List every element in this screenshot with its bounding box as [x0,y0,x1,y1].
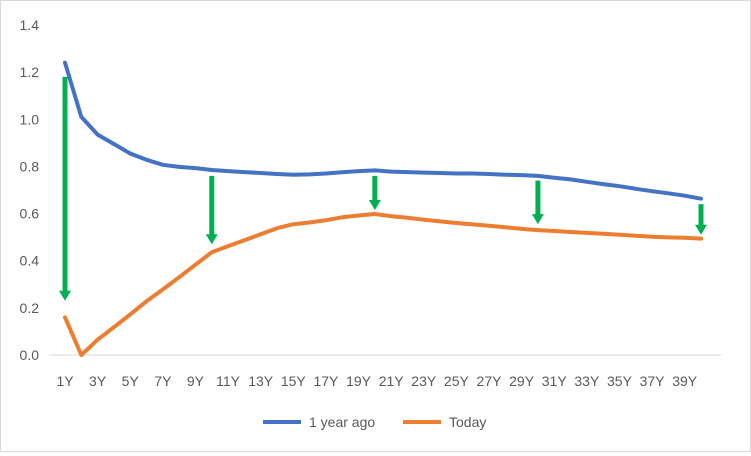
down-arrow [59,76,71,301]
x-tick-label: 9Y [187,373,205,389]
x-tick-label: 37Y [640,373,666,389]
legend-label: 1 year ago [309,414,375,430]
x-tick-label: 29Y [509,373,535,389]
y-tick-label: 0.0 [20,347,40,363]
x-tick-label: 31Y [542,373,568,389]
y-axis-ticks: 0.0 0.2 0.4 0.6 0.8 1.0 1.2 1.4 [20,17,40,363]
legend-item: Today [403,414,486,430]
x-tick-label: 33Y [574,373,600,389]
x-tick-label: 11Y [216,373,241,389]
legend-item: 1 year ago [263,414,375,430]
legend-label: Today [449,414,486,430]
y-tick-label: 0.8 [20,158,40,174]
x-tick-label: 19Y [346,373,372,389]
y-tick-label: 1.2 [20,64,40,80]
x-tick-label: 27Y [477,373,503,389]
down-arrow [695,204,707,235]
x-axis-ticks: 1Y 3Y 5Y 7Y 9Y 11Y 13Y 15Y 17Y 19Y 21Y 23Y 25Y 27Y 29Y… [56,373,697,389]
y-tick-label: 1.0 [20,111,40,127]
x-tick-label: 39Y [672,373,698,389]
x-tick-label: 15Y [281,373,307,389]
x-tick-label: 17Y [313,373,339,389]
x-tick-label: 13Y [248,373,274,389]
y-tick-label: 0.2 [20,300,40,316]
series-line-1 [63,212,703,357]
y-tick-label: 1.4 [20,17,40,33]
down-arrow [531,180,544,225]
y-tick-label: 0.6 [20,206,40,222]
legend: 1 year ago Today [263,414,486,430]
x-tick-label: 7Y [154,373,172,389]
down-arrow [205,175,218,245]
series-lines [63,60,703,357]
x-tick-label: 35Y [607,373,633,389]
x-tick-label: 23Y [411,373,437,389]
series-line-0 [63,60,703,201]
down-arrow [368,175,381,211]
x-tick-label: 1Y [56,373,74,389]
x-tick-label: 5Y [122,373,140,389]
x-tick-label: 25Y [444,373,470,389]
y-tick-label: 0.4 [20,253,40,269]
annotation-arrows [59,76,707,301]
x-tick-label: 3Y [89,373,107,389]
x-tick-label: 21Y [379,373,405,389]
